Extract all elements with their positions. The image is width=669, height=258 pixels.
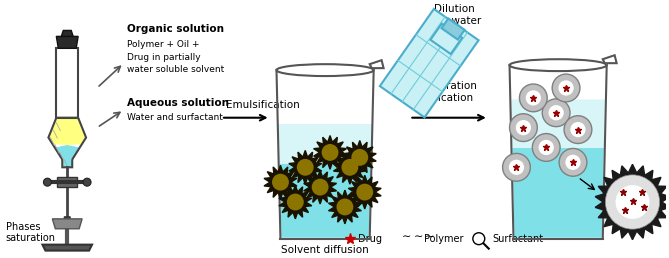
Circle shape bbox=[564, 116, 592, 143]
Circle shape bbox=[549, 105, 564, 120]
Circle shape bbox=[526, 90, 541, 106]
Polygon shape bbox=[64, 217, 70, 229]
Circle shape bbox=[519, 84, 547, 112]
Text: Evaporation
Purification: Evaporation Purification bbox=[414, 81, 477, 103]
Circle shape bbox=[559, 80, 574, 96]
Polygon shape bbox=[511, 100, 605, 238]
Circle shape bbox=[502, 154, 531, 181]
Polygon shape bbox=[289, 150, 322, 184]
Polygon shape bbox=[349, 175, 381, 209]
Circle shape bbox=[510, 114, 537, 141]
Text: Water and surfactant: Water and surfactant bbox=[126, 113, 223, 122]
Circle shape bbox=[341, 159, 359, 176]
Circle shape bbox=[43, 178, 52, 186]
Polygon shape bbox=[343, 141, 376, 174]
Polygon shape bbox=[264, 165, 297, 199]
Circle shape bbox=[357, 184, 373, 200]
Text: $\mathit{\sim\!\sim\!\sim}$: $\mathit{\sim\!\sim\!\sim}$ bbox=[399, 231, 436, 241]
Polygon shape bbox=[328, 190, 361, 224]
Circle shape bbox=[565, 155, 581, 170]
Text: Polymer: Polymer bbox=[424, 234, 464, 244]
Circle shape bbox=[516, 120, 531, 135]
Circle shape bbox=[272, 174, 289, 191]
Text: Emulsification: Emulsification bbox=[226, 100, 300, 110]
Text: Aqueous solution: Aqueous solution bbox=[126, 98, 229, 108]
Text: Dilution
with water: Dilution with water bbox=[426, 4, 482, 26]
Circle shape bbox=[533, 134, 560, 161]
Circle shape bbox=[287, 194, 304, 211]
Polygon shape bbox=[595, 164, 669, 240]
Circle shape bbox=[559, 148, 587, 176]
Polygon shape bbox=[52, 219, 82, 229]
Polygon shape bbox=[58, 177, 77, 187]
Polygon shape bbox=[279, 185, 312, 219]
Circle shape bbox=[351, 149, 368, 166]
Polygon shape bbox=[304, 170, 337, 204]
Circle shape bbox=[552, 74, 580, 102]
Polygon shape bbox=[56, 36, 78, 48]
Circle shape bbox=[83, 178, 91, 186]
Polygon shape bbox=[442, 19, 465, 40]
Polygon shape bbox=[380, 9, 478, 117]
Circle shape bbox=[322, 144, 339, 161]
Circle shape bbox=[337, 199, 353, 215]
Circle shape bbox=[312, 179, 328, 196]
Polygon shape bbox=[279, 124, 371, 164]
Polygon shape bbox=[279, 124, 371, 238]
Circle shape bbox=[543, 99, 570, 127]
Polygon shape bbox=[314, 135, 347, 169]
Circle shape bbox=[509, 160, 524, 175]
Circle shape bbox=[539, 140, 554, 155]
Polygon shape bbox=[62, 30, 73, 36]
Polygon shape bbox=[56, 145, 79, 167]
Text: Polymer + Oil +
Drug in partially
water soluble solvent: Polymer + Oil + Drug in partially water … bbox=[126, 40, 224, 74]
Text: Surfactant: Surfactant bbox=[492, 234, 544, 244]
Circle shape bbox=[615, 185, 650, 219]
Circle shape bbox=[570, 122, 585, 137]
Polygon shape bbox=[50, 118, 85, 145]
Circle shape bbox=[297, 159, 314, 176]
Circle shape bbox=[605, 175, 660, 229]
Polygon shape bbox=[511, 100, 605, 148]
Text: Organic solution: Organic solution bbox=[126, 23, 223, 34]
Text: Drug: Drug bbox=[358, 234, 382, 244]
Polygon shape bbox=[430, 23, 462, 54]
Text: Solvent diffusion: Solvent diffusion bbox=[281, 245, 369, 255]
Polygon shape bbox=[333, 150, 367, 184]
Text: Phases
saturation: Phases saturation bbox=[6, 222, 56, 244]
Polygon shape bbox=[42, 245, 92, 251]
